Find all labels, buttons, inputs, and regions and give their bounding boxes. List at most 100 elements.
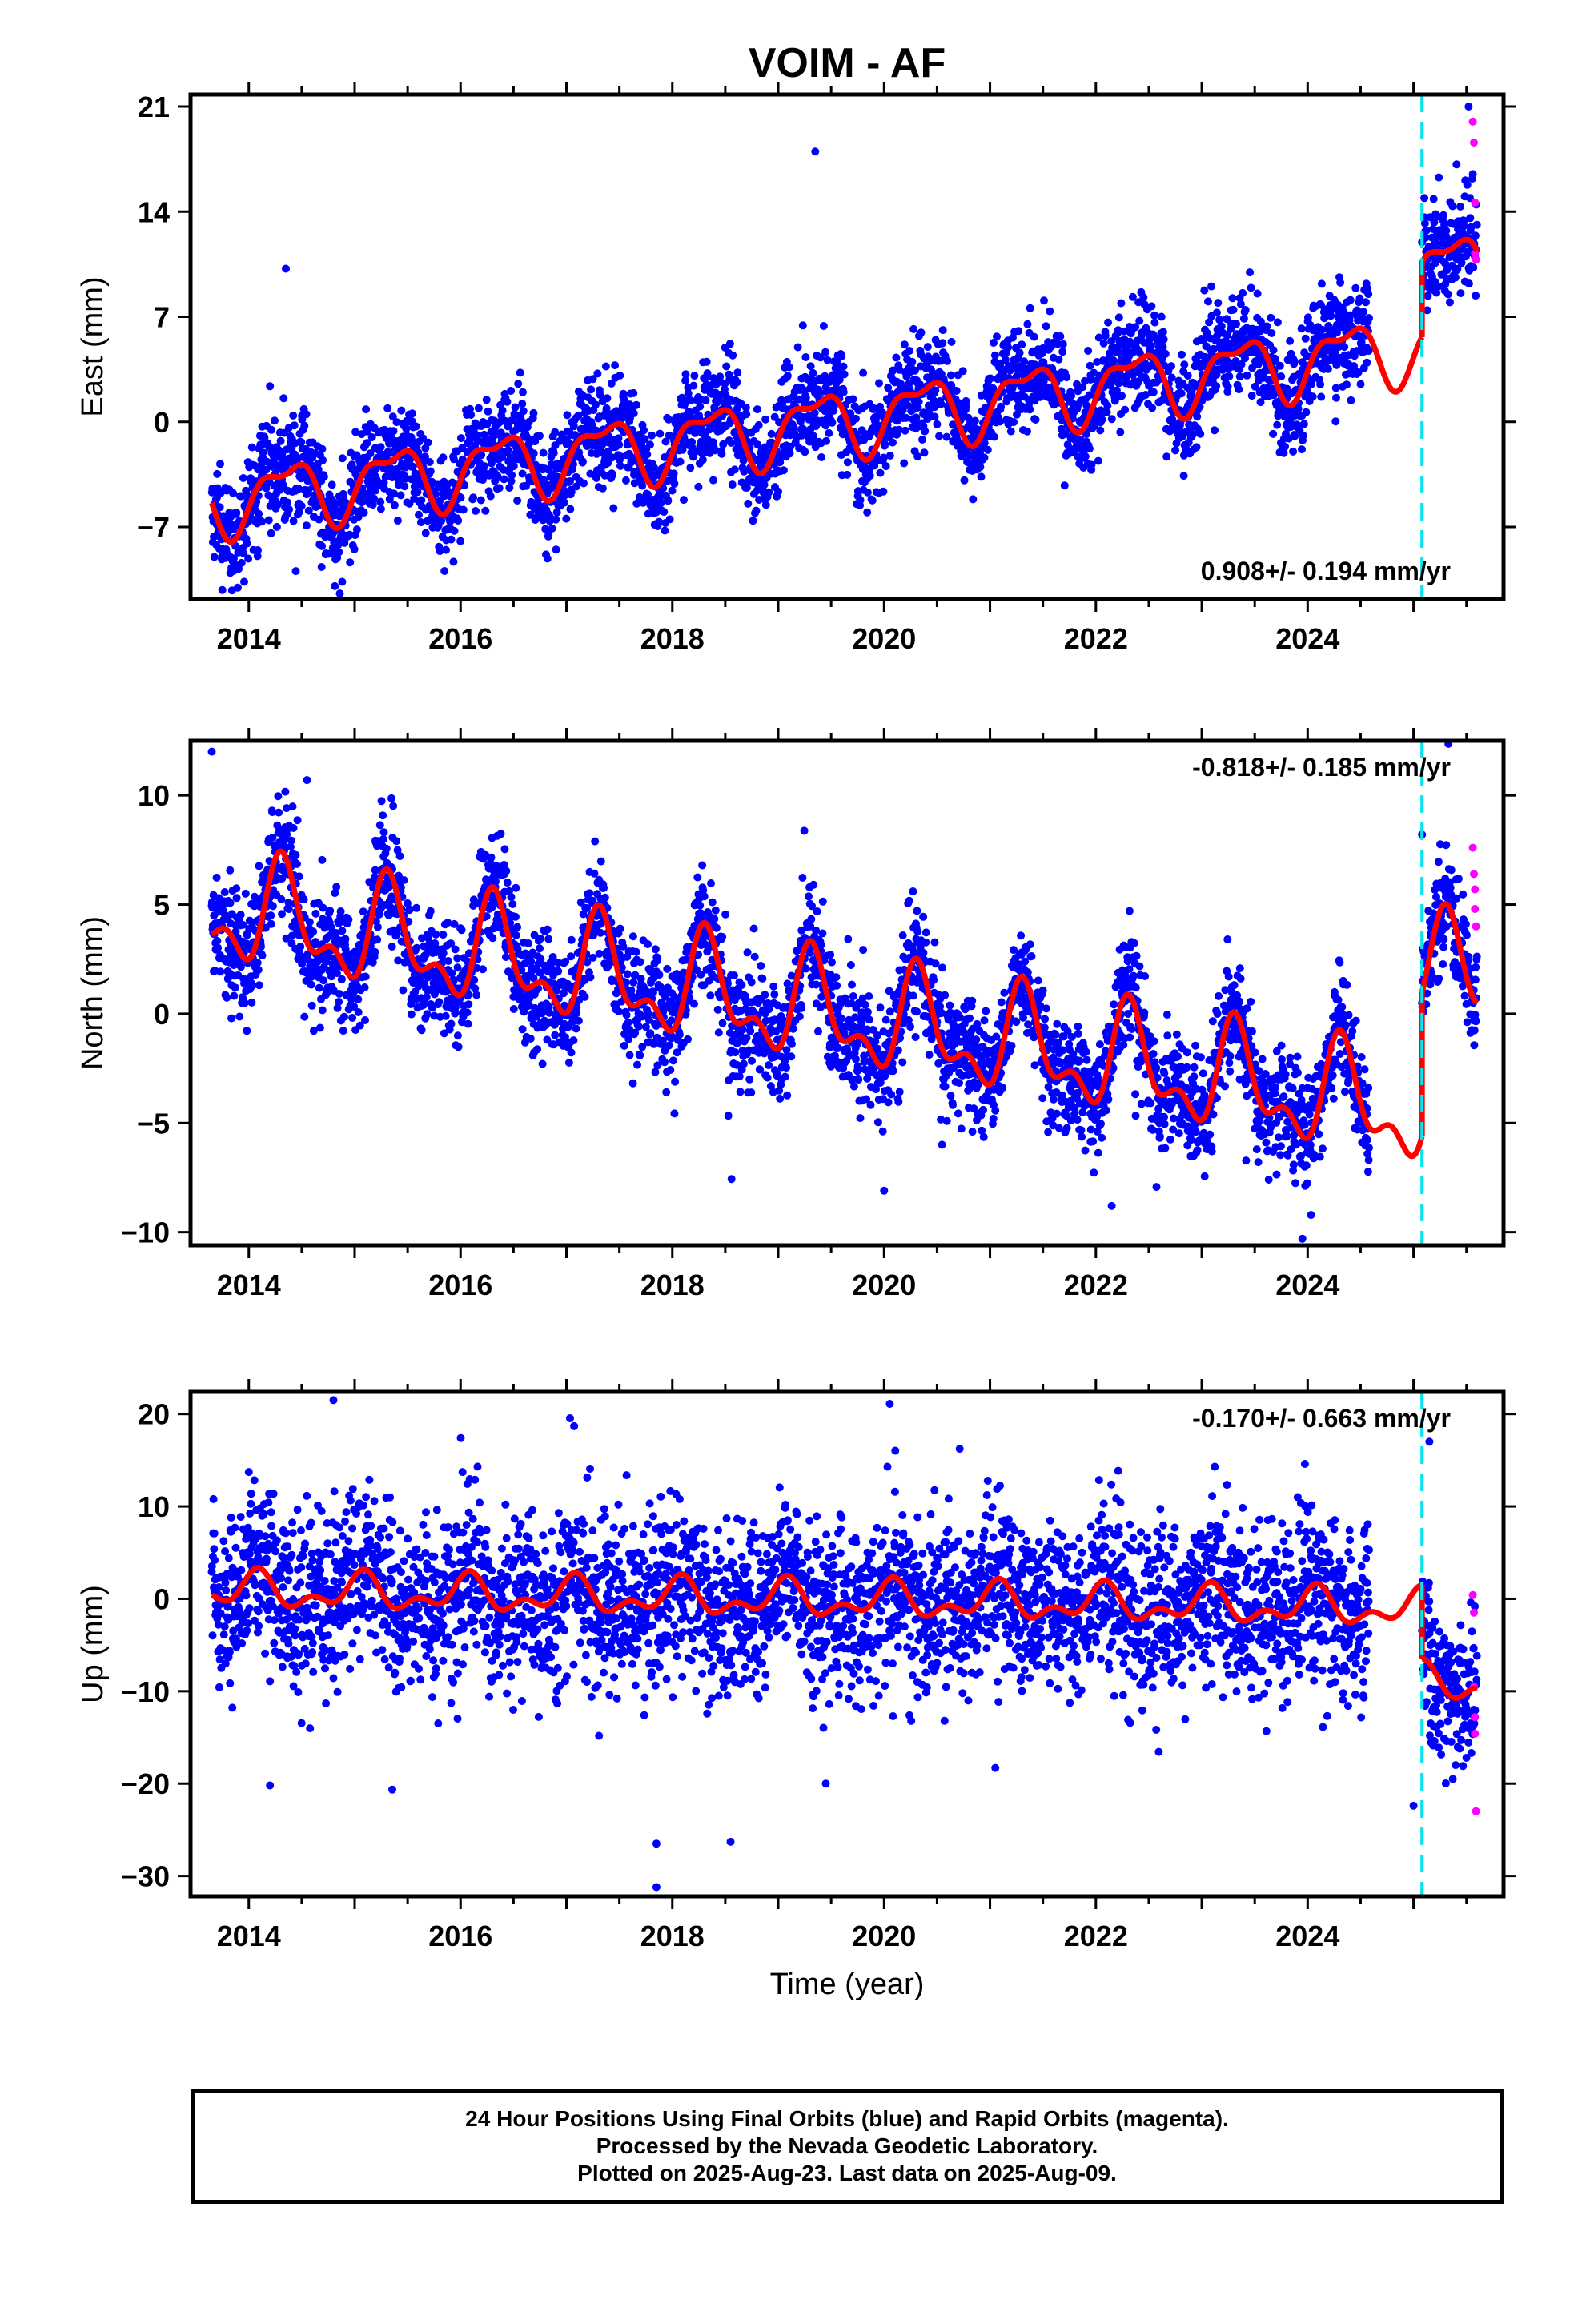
east-position-point — [828, 418, 837, 427]
east-position-point — [1013, 410, 1021, 419]
east-position-point — [539, 516, 548, 525]
east-position-point — [774, 487, 782, 496]
east-position-point — [1162, 452, 1171, 461]
north-position-point — [524, 939, 532, 947]
east-position-point — [823, 356, 832, 364]
east-position-point — [215, 503, 224, 512]
north-position-point — [512, 883, 520, 892]
north-position-point — [247, 998, 256, 1007]
east-position-point — [608, 453, 616, 462]
east-position-point — [393, 517, 402, 525]
east-position-point — [1243, 371, 1251, 380]
north-position-point — [307, 980, 315, 989]
east-position-point — [591, 400, 600, 409]
east-position-point — [656, 498, 665, 507]
east-position-point — [389, 427, 398, 436]
north-position-point — [379, 828, 388, 837]
east-position-point — [302, 410, 311, 419]
east-position-point — [458, 444, 467, 452]
east-final-orbit-points — [207, 103, 1481, 599]
east-position-point — [1204, 297, 1212, 306]
east-position-point — [237, 492, 246, 501]
east-position-point — [354, 513, 363, 521]
east-position-point — [1207, 282, 1215, 291]
east-position-point — [611, 361, 620, 370]
east-position-point — [1214, 299, 1223, 308]
east-position-point — [519, 388, 527, 396]
north-position-point — [336, 907, 345, 915]
east-position-point — [665, 515, 674, 524]
east-position-point — [629, 409, 638, 417]
east-position-point — [482, 396, 491, 404]
east-position-point — [879, 453, 888, 462]
east-position-point — [609, 504, 618, 513]
east-position-point — [863, 508, 872, 517]
north-position-point — [509, 1005, 518, 1013]
east-position-point — [702, 380, 711, 389]
east-position-point — [474, 404, 483, 412]
east-position-point — [702, 357, 711, 366]
east-position-point — [253, 552, 262, 561]
north-position-point — [235, 1012, 244, 1021]
north-position-point — [284, 905, 293, 914]
north-position-point — [439, 949, 448, 958]
east-position-point — [969, 495, 978, 504]
north-position-point — [307, 1001, 316, 1010]
east-position-point — [456, 493, 465, 502]
east-position-point — [511, 403, 520, 412]
east-position-point — [843, 458, 852, 467]
north-position-point — [567, 1048, 576, 1057]
east-position-point — [1346, 296, 1355, 304]
north-position-point — [214, 943, 223, 952]
east-y-tick-label: 0 — [154, 406, 170, 439]
east-position-point — [900, 340, 909, 349]
east-position-point — [733, 368, 742, 377]
east-position-point — [638, 481, 647, 490]
east-position-point — [837, 352, 846, 360]
east-x-tick-label: 2018 — [640, 622, 705, 655]
east-position-point — [889, 366, 897, 375]
east-position-point — [809, 368, 817, 377]
east-position-point — [1235, 372, 1244, 381]
north-position-point — [300, 1012, 309, 1021]
north-position-point — [508, 900, 517, 908]
east-position-point — [279, 394, 288, 403]
east-position-point — [417, 496, 426, 505]
east-position-point — [350, 545, 359, 553]
east-position-point — [1340, 343, 1349, 352]
east-velocity-label: 0.908+/- 0.194 mm/yr — [1201, 557, 1451, 585]
east-position-point — [1452, 160, 1461, 169]
north-position-point — [435, 998, 444, 1007]
east-position-point — [1469, 263, 1478, 271]
north-position-point — [305, 918, 314, 927]
east-position-point — [1094, 456, 1102, 465]
north-position-point — [373, 935, 382, 944]
east-position-point — [602, 404, 611, 412]
north-position-point — [359, 907, 367, 916]
east-position-point — [428, 477, 436, 486]
east-position-point — [1015, 348, 1024, 357]
east-position-point — [920, 448, 929, 457]
east-position-point — [526, 510, 535, 519]
east-position-point — [500, 475, 508, 484]
east-position-point — [1273, 420, 1282, 429]
east-position-point — [725, 340, 734, 348]
east-position-point — [1308, 392, 1317, 401]
north-position-point — [377, 797, 386, 806]
north-position-point — [439, 931, 448, 939]
east-position-point — [640, 426, 648, 435]
north-position-point — [267, 911, 275, 920]
east-position-point — [1026, 405, 1034, 414]
north-position-point — [344, 915, 353, 924]
east-position-point — [385, 495, 394, 504]
east-position-point — [873, 412, 881, 421]
north-position-point — [464, 1000, 473, 1009]
east-position-point — [551, 428, 560, 436]
north-position-point — [258, 951, 267, 960]
east-position-point — [447, 535, 456, 544]
north-position-point — [526, 1035, 535, 1043]
east-position-point — [843, 470, 852, 479]
east-position-point — [1147, 341, 1155, 350]
east-position-point — [368, 501, 377, 509]
